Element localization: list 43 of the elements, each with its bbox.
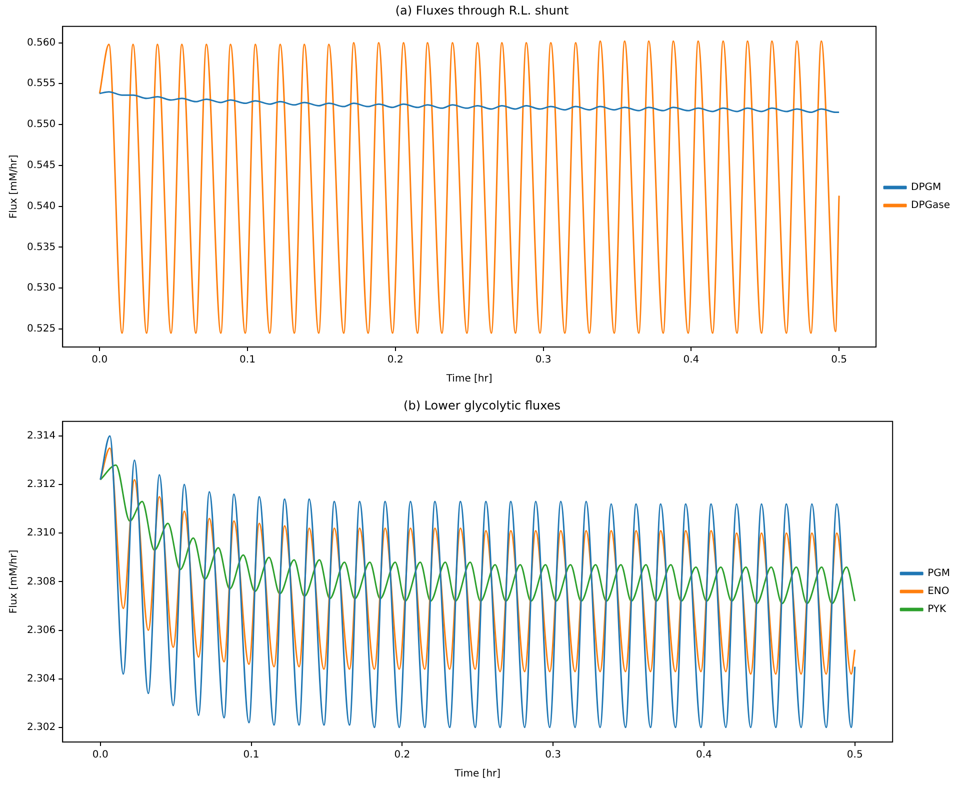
y-tick-label: 2.312 [26,479,56,490]
y-tick-label: 0.560 [26,37,56,48]
x-tick-label: 0.5 [846,750,863,761]
legend-label: PYK [928,604,947,616]
chart-title: (b) Lower glycolytic fluxes [404,398,560,412]
y-tick-label: 2.310 [26,528,56,539]
x-tick-label: 0.2 [394,750,410,761]
y-axis-title: Flux [mM/hr] [8,550,20,614]
line-series [100,435,856,728]
y-axis-title: Flux [mM/hr] [8,154,20,219]
line-series [100,464,856,604]
x-tick-label: 0.0 [92,354,108,366]
x-axis-title: Time [hr] [445,374,492,385]
x-tick-label: 0.1 [243,750,260,761]
legend-label: PGM [928,568,950,580]
y-tick-label: 2.306 [26,624,56,636]
x-tick-label: 0.5 [831,354,848,366]
x-tick-label: 0.3 [535,354,552,366]
y-tick-label: 2.302 [26,722,56,734]
line-series [100,447,856,675]
x-tick-label: 0.0 [92,750,108,761]
x-tick-label: 0.2 [387,354,404,366]
y-tick-label: 0.540 [26,200,56,212]
y-tick-label: 0.525 [26,324,56,335]
y-tick-label: 2.304 [26,673,56,684]
x-tick-label: 0.1 [240,354,256,366]
x-tick-label: 0.4 [683,354,700,366]
chart-title: (a) Fluxes through R.L. shunt [395,3,569,18]
y-tick-label: 0.530 [26,282,56,294]
x-tick-label: 0.4 [696,750,712,761]
legend-label: DPGase [911,200,950,212]
y-tick-label: 0.535 [26,242,56,253]
line-series [98,91,840,114]
y-tick-label: 2.308 [26,576,56,588]
y-tick-label: 2.314 [26,430,56,442]
legend-label: ENO [928,586,950,598]
y-tick-label: 0.550 [26,119,56,130]
y-tick-label: 0.545 [26,160,56,172]
y-tick-label: 0.555 [26,78,56,90]
legend-label: DPGM [911,182,942,194]
line-series [98,40,840,334]
x-tick-label: 0.3 [545,750,562,761]
x-axis-title: Time [hr] [454,768,501,780]
